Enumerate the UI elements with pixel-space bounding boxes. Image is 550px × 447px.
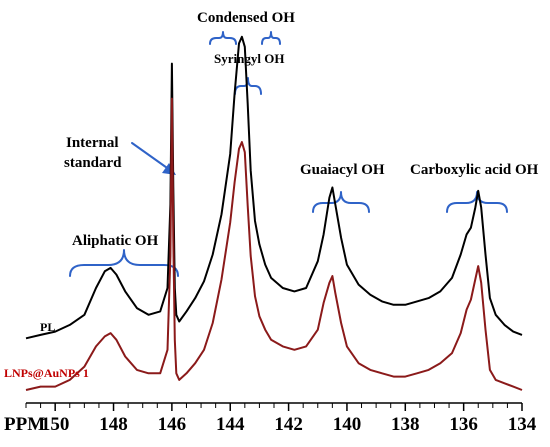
x-tick-label-134: 134 (508, 414, 537, 435)
spectrum-line-pl (25, 35, 523, 340)
annotation-internal-line1: Internal (66, 135, 119, 151)
x-tick-label-144: 144 (216, 414, 245, 435)
x-tick-label-148: 148 (99, 414, 128, 435)
guaiacyl-brace (312, 191, 370, 213)
annotation-internal-line2: standard (64, 155, 122, 171)
annotation-guaiacyl-oh: Guaiacyl OH (300, 162, 385, 178)
condensed-brace-left (209, 31, 237, 45)
x-tick-label-150: 150 (41, 414, 70, 435)
x-axis-title: PPM (4, 414, 45, 435)
aliphatic-brace (69, 249, 179, 277)
annotation-syringyl-oh: Syringyl OH (214, 51, 284, 66)
annotation-condensed-oh: Condensed OH (197, 10, 295, 26)
x-tick-label-146: 146 (158, 414, 187, 435)
condensed-brace-right (261, 31, 281, 45)
internal-standard-arrow-shaft (131, 142, 171, 171)
syringyl-brace (234, 77, 262, 95)
x-axis-ticks: 150 148 146 144 142 140 138 136 134 (25, 403, 537, 435)
x-tick-label-140: 140 (333, 414, 362, 435)
series-label-lnps-aunps: LNPs@AuNPs 1 (4, 366, 89, 380)
series-label-pl: PL (40, 320, 55, 334)
annotation-carboxylic-acid-oh: Carboxylic acid OH (410, 162, 539, 178)
x-tick-label-136: 136 (449, 414, 478, 435)
x-tick-label-142: 142 (274, 414, 303, 435)
annotation-aliphatic-oh: Aliphatic OH (72, 233, 159, 249)
x-tick-label-138: 138 (391, 414, 420, 435)
spectrum-line-lnps-aunps (25, 97, 523, 391)
